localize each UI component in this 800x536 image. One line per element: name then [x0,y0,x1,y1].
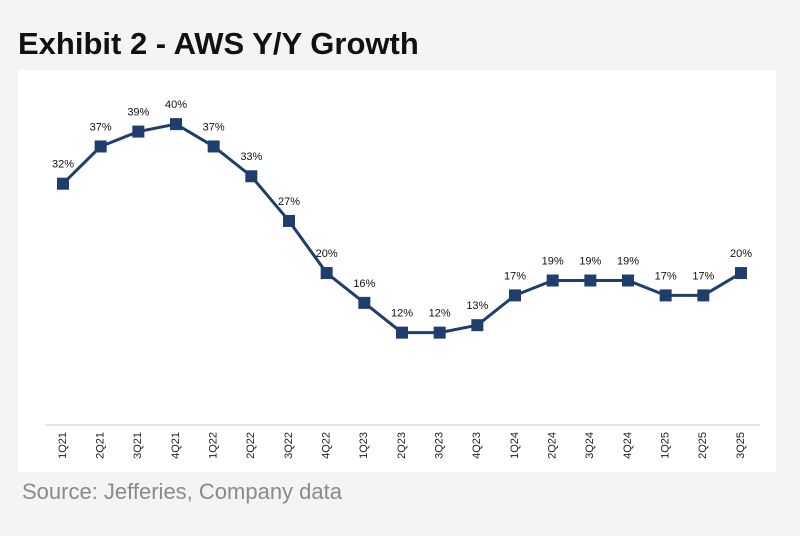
data-label: 20% [730,248,752,260]
x-tick-label: 4Q24 [622,432,634,459]
marker [283,214,295,227]
x-tick-label: 2Q25 [697,432,709,459]
marker [94,140,107,153]
x-tick-label: 4Q23 [471,432,483,459]
x-tick-label: 2Q23 [396,432,408,459]
data-label: 12% [391,308,413,320]
x-tick-label: 3Q25 [735,432,747,459]
x-tick-label: 3Q24 [584,432,596,459]
data-label: 19% [617,255,639,267]
data-label: 16% [353,278,375,290]
data-label: 32% [52,159,74,171]
marker [320,267,333,280]
data-label: 33% [240,151,262,163]
marker [509,289,521,302]
data-label: 13% [466,300,488,312]
data-label: 17% [692,270,714,282]
marker [433,326,446,339]
marker [396,326,408,339]
x-tick-label: 3Q23 [434,432,446,459]
marker [132,125,145,138]
data-label: 39% [127,106,149,118]
data-label: 37% [203,121,225,133]
data-label: 19% [542,255,564,267]
source-note: Source: Jefferies, Company data [22,479,343,504]
data-label: 17% [504,270,526,282]
marker [697,289,710,302]
marker [471,319,484,332]
x-tick-label: 2Q21 [95,432,107,459]
data-label: 12% [429,308,451,320]
x-tick-label: 2Q22 [245,432,257,459]
marker [735,267,747,280]
chart-title: Exhibit 2 - AWS Y/Y Growth [18,26,419,61]
marker [622,274,634,287]
data-label: 37% [90,121,112,133]
x-tick-label: 1Q24 [509,432,521,459]
marker [358,296,371,309]
x-tick-label: 3Q22 [283,432,295,459]
data-label: 17% [655,270,677,282]
marker [245,170,258,183]
data-label: 27% [278,196,300,208]
x-tick-label: 1Q22 [208,432,220,459]
marker [57,177,69,190]
x-tick-label: 1Q21 [57,432,69,459]
marker [584,274,597,287]
x-tick-label: 1Q23 [358,432,370,459]
x-tick-label: 1Q25 [660,432,672,459]
data-label: 19% [579,255,601,267]
x-tick-label: 2Q24 [547,432,559,459]
marker [659,289,672,302]
data-label: 40% [165,99,187,111]
x-tick-label: 4Q22 [321,432,333,459]
x-tick-label: 4Q21 [170,432,182,459]
marker [170,118,182,131]
data-label: 20% [316,248,338,260]
marker [207,140,220,153]
x-tick-label: 3Q21 [132,432,144,459]
marker [546,274,559,287]
